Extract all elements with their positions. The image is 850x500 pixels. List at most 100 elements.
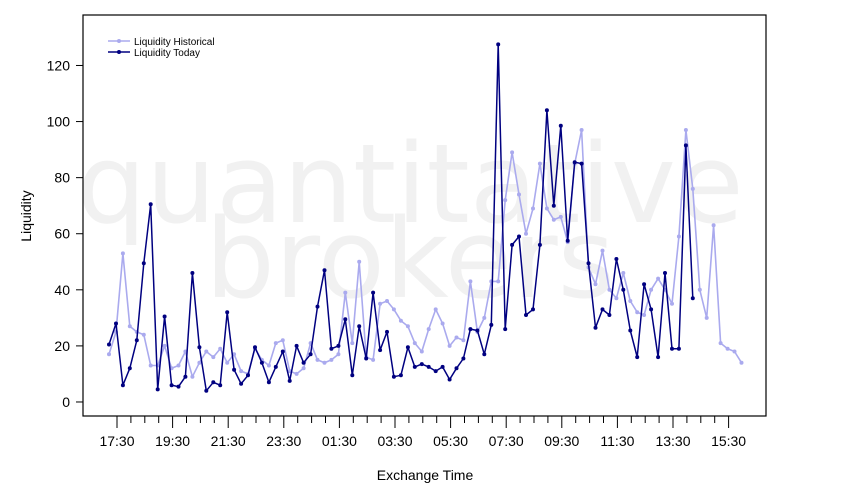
data-point-historical <box>204 349 209 354</box>
data-point-today <box>656 355 661 360</box>
data-point-today <box>232 367 237 372</box>
data-point-historical <box>162 343 167 348</box>
data-point-today <box>565 238 570 243</box>
data-point-today <box>468 327 473 332</box>
data-point-historical <box>558 214 563 219</box>
data-point-today <box>114 321 118 326</box>
data-point-today <box>593 325 598 330</box>
data-point-historical <box>190 374 195 379</box>
data-point-today <box>308 352 313 357</box>
data-point-historical <box>211 355 216 360</box>
watermark-line-1: quantitative <box>76 120 743 248</box>
data-point-historical <box>454 335 459 340</box>
data-point-today <box>183 374 188 379</box>
data-point-today <box>357 324 362 329</box>
data-point-historical <box>600 248 605 253</box>
data-point-today <box>621 287 626 292</box>
data-point-today <box>649 307 654 312</box>
data-point-historical <box>322 360 327 365</box>
data-point-today <box>259 360 264 365</box>
data-point-today <box>635 355 640 360</box>
data-point-historical <box>510 150 515 155</box>
data-point-today <box>537 242 542 247</box>
data-point-today <box>503 327 508 332</box>
data-point-historical <box>461 338 466 343</box>
data-point-today <box>544 108 549 113</box>
data-point-today <box>371 290 376 295</box>
y-tick-label: 80 <box>54 170 70 186</box>
data-point-historical <box>537 161 542 166</box>
x-tick-label: 01:30 <box>322 433 357 449</box>
data-point-today <box>412 364 417 369</box>
y-tick-label: 20 <box>54 338 70 354</box>
data-point-today <box>218 383 223 388</box>
x-tick-label: 17:30 <box>99 433 134 449</box>
data-point-today <box>294 343 299 348</box>
data-point-today <box>496 42 501 47</box>
data-point-today <box>120 383 125 388</box>
data-point-today <box>301 360 306 365</box>
data-point-historical <box>239 369 244 374</box>
data-point-today <box>239 381 244 386</box>
data-point-historical <box>385 299 389 303</box>
data-point-historical <box>225 360 230 365</box>
data-point-today <box>475 328 480 333</box>
data-point-today <box>197 345 202 350</box>
data-point-today <box>642 282 647 287</box>
data-point-today <box>343 317 348 322</box>
data-point-today <box>663 271 667 275</box>
data-point-today <box>628 328 633 333</box>
data-point-historical <box>725 346 730 351</box>
data-point-historical <box>531 206 535 211</box>
data-point-today <box>433 369 438 374</box>
y-tick-label: 40 <box>54 282 70 298</box>
legend-today-marker <box>117 50 121 54</box>
data-point-historical <box>329 357 334 362</box>
data-point-today <box>551 203 556 208</box>
data-point-historical <box>273 341 278 346</box>
data-point-historical <box>447 343 452 348</box>
data-point-historical <box>690 186 695 191</box>
data-point-historical <box>294 371 299 376</box>
x-tick-label: 03:30 <box>377 433 412 449</box>
data-point-historical <box>642 313 647 317</box>
data-point-today <box>134 338 139 343</box>
data-point-today <box>690 296 695 301</box>
data-point-historical <box>649 287 654 292</box>
data-point-historical <box>398 318 403 323</box>
x-tick-label: 11:30 <box>600 433 634 449</box>
data-point-historical <box>433 307 438 312</box>
data-point-today <box>169 383 174 388</box>
data-point-historical <box>468 279 473 284</box>
data-point-today <box>273 364 278 369</box>
data-point-historical <box>127 324 132 329</box>
data-point-today <box>204 388 209 393</box>
data-point-historical <box>357 259 362 264</box>
legend-today-label: Liquidity Today <box>134 48 200 59</box>
data-point-today <box>398 373 403 378</box>
data-point-today <box>329 346 334 351</box>
data-point-historical <box>656 276 661 281</box>
data-point-today <box>454 366 459 371</box>
data-point-historical <box>732 349 737 354</box>
data-point-today <box>426 364 431 369</box>
data-point-today <box>364 356 369 361</box>
data-point-historical <box>148 363 153 368</box>
data-point-historical <box>440 321 445 326</box>
data-point-historical <box>683 128 688 132</box>
data-point-today <box>572 160 577 165</box>
y-tick-label: 120 <box>47 57 71 73</box>
data-point-historical <box>607 287 612 292</box>
data-point-historical <box>739 360 744 365</box>
data-point-today <box>225 310 230 315</box>
data-point-historical <box>107 352 111 357</box>
data-point-today <box>391 374 396 379</box>
data-point-historical <box>266 363 271 368</box>
data-point-today <box>162 314 167 319</box>
data-point-today <box>676 346 681 351</box>
data-point-today <box>141 261 146 266</box>
data-point-historical <box>676 234 681 239</box>
legend-historical-marker <box>117 39 121 43</box>
